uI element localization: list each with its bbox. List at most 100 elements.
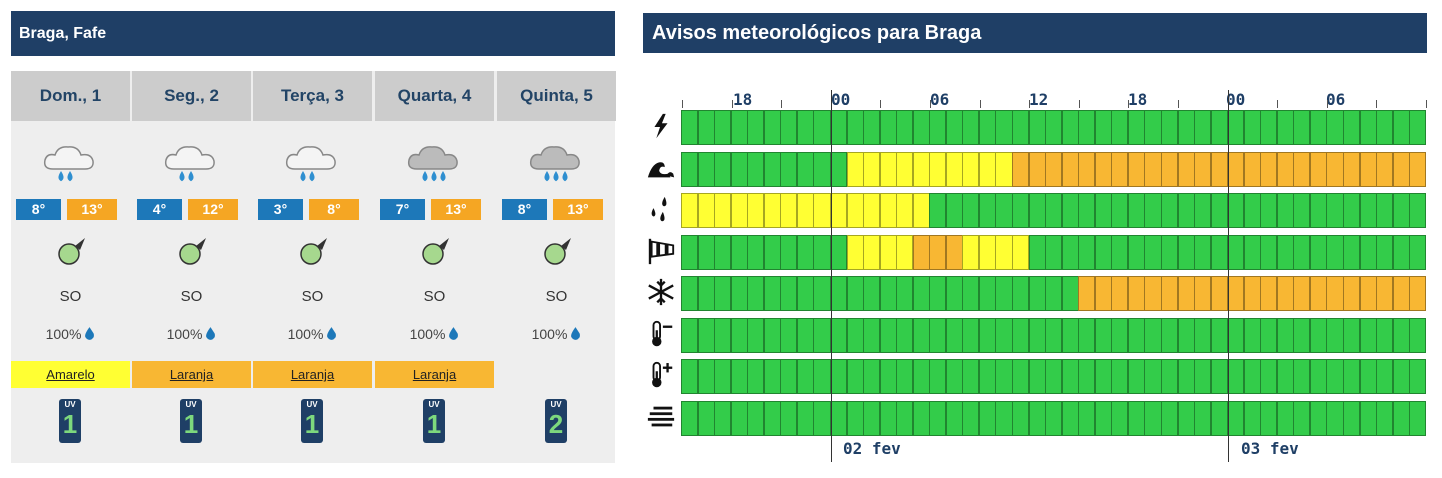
warning-cell[interactable] (681, 151, 699, 187)
warning-cell[interactable] (962, 359, 980, 394)
warning-cell[interactable] (1144, 110, 1162, 145)
warning-cell[interactable] (846, 317, 864, 353)
warning-cell[interactable] (681, 276, 699, 311)
warning-cell[interactable] (1144, 276, 1162, 311)
warning-cell[interactable] (1359, 110, 1377, 145)
warning-cell[interactable] (846, 234, 864, 270)
warning-cell[interactable] (1326, 276, 1344, 311)
warning-cell[interactable] (1409, 359, 1427, 394)
warning-cell[interactable] (1160, 193, 1179, 228)
warning-cell[interactable] (945, 234, 963, 270)
day-header[interactable]: Quarta, 4 (375, 71, 494, 121)
warning-cell[interactable] (747, 193, 765, 228)
warning-cell[interactable] (962, 276, 980, 311)
warning-cell[interactable] (1210, 400, 1228, 436)
warning-cell[interactable] (1210, 276, 1228, 311)
warning-cell[interactable] (1260, 110, 1278, 145)
warning-cell[interactable] (681, 110, 699, 145)
warning-cell[interactable] (1160, 276, 1179, 311)
warning-cell[interactable] (896, 234, 914, 270)
warning-cell[interactable] (1227, 400, 1245, 436)
warning-cell[interactable] (846, 276, 864, 311)
warning-cell[interactable] (1293, 193, 1311, 228)
warning-cell[interactable] (978, 317, 997, 353)
warning-cell[interactable] (1392, 276, 1410, 311)
warning-cell[interactable] (1078, 234, 1096, 270)
warning-cell[interactable] (1045, 110, 1063, 145)
warning-cell[interactable] (1326, 317, 1344, 353)
warning-cell[interactable] (978, 193, 997, 228)
warning-cell[interactable] (1376, 193, 1394, 228)
warning-cell[interactable] (1376, 151, 1394, 187)
warning-cell[interactable] (929, 234, 947, 270)
warning-cell[interactable] (1012, 359, 1030, 394)
warning-cell[interactable] (929, 151, 947, 187)
warning-cell[interactable] (1276, 400, 1294, 436)
warning-cell[interactable] (1144, 151, 1162, 187)
warning-cell[interactable] (863, 234, 881, 270)
warning-cell[interactable] (863, 193, 881, 228)
warning-cell[interactable] (1111, 276, 1129, 311)
warning-cell[interactable] (1359, 400, 1377, 436)
warning-cell[interactable] (1326, 359, 1344, 394)
warning-cell[interactable] (829, 400, 848, 436)
warning-cell[interactable] (780, 151, 798, 187)
warning-cell[interactable] (1243, 151, 1261, 187)
day-header[interactable]: Terça, 3 (253, 71, 372, 121)
warning-cell[interactable] (995, 110, 1013, 145)
warning-cell[interactable] (1392, 151, 1410, 187)
warning-cell[interactable] (1012, 317, 1030, 353)
warning-cell[interactable] (1359, 151, 1377, 187)
warning-cell[interactable] (978, 151, 997, 187)
warning-cell[interactable] (1194, 151, 1212, 187)
warning-cell[interactable] (697, 193, 715, 228)
warning-cell[interactable] (1210, 151, 1228, 187)
warning-cell[interactable] (1243, 234, 1261, 270)
warning-cell[interactable] (681, 193, 699, 228)
warning-cell[interactable] (1078, 400, 1096, 436)
warning-cell[interactable] (1326, 151, 1344, 187)
warning-cell[interactable] (1127, 110, 1145, 145)
warning-cell[interactable] (896, 276, 914, 311)
warning-cell[interactable] (1144, 234, 1162, 270)
warning-cell[interactable] (1293, 276, 1311, 311)
warning-cell[interactable] (962, 234, 980, 270)
warning-cell[interactable] (1177, 400, 1195, 436)
warning-cell[interactable] (829, 234, 848, 270)
warning-cell[interactable] (912, 110, 930, 145)
warning-cell[interactable] (780, 400, 798, 436)
warning-cell[interactable] (1094, 110, 1112, 145)
warning-cell[interactable] (714, 151, 732, 187)
warning-cell[interactable] (1376, 359, 1394, 394)
warning-cell[interactable] (829, 276, 848, 311)
warning-cell[interactable] (1127, 193, 1145, 228)
warning-cell[interactable] (714, 359, 732, 394)
warning-cell[interactable] (1144, 359, 1162, 394)
warning-cell[interactable] (1210, 193, 1228, 228)
warning-cell[interactable] (912, 400, 930, 436)
warning-cell[interactable] (1028, 317, 1046, 353)
warning-cell[interactable] (1392, 234, 1410, 270)
warning-cell[interactable] (1359, 193, 1377, 228)
warning-cell[interactable] (1194, 110, 1212, 145)
warning-cell[interactable] (1177, 234, 1195, 270)
warning-cell[interactable] (1061, 317, 1079, 353)
warning-cell[interactable] (863, 317, 881, 353)
warning-cell[interactable] (1326, 400, 1344, 436)
warning-cell[interactable] (747, 359, 765, 394)
warning-cell[interactable] (896, 359, 914, 394)
warning-cell[interactable] (962, 151, 980, 187)
warning-cell[interactable] (1376, 110, 1394, 145)
warning-cell[interactable] (1094, 193, 1112, 228)
warning-cell[interactable] (780, 234, 798, 270)
warning-cell[interactable] (1243, 110, 1261, 145)
warning-cell[interactable] (879, 276, 897, 311)
warning-cell[interactable] (929, 359, 947, 394)
warning-cell[interactable] (1309, 276, 1328, 311)
warning-cell[interactable] (1028, 234, 1046, 270)
warning-cell[interactable] (1293, 151, 1311, 187)
warning-cell[interactable] (714, 317, 732, 353)
warning-cell[interactable] (1160, 151, 1179, 187)
warning-cell[interactable] (1210, 234, 1228, 270)
warning-cell[interactable] (1392, 400, 1410, 436)
